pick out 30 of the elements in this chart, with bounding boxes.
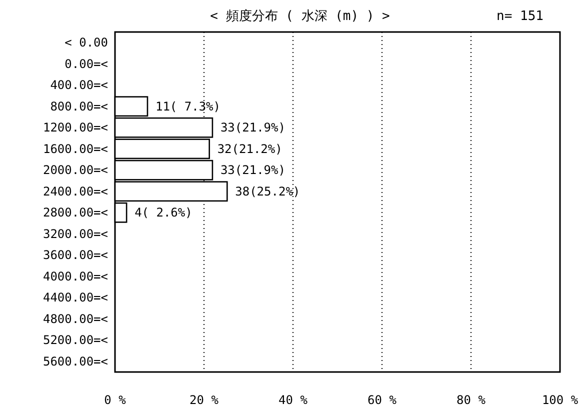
y-tick-label: 2800.00=< (42, 206, 108, 220)
data-label: 33(21.9%) (220, 120, 286, 135)
y-tick-label: < 0.00 (64, 36, 108, 50)
data-label: 38(25.2%) (235, 184, 300, 198)
x-tick-label: 20 % (190, 393, 220, 407)
y-tick-label: 4800.00=< (42, 312, 108, 326)
x-tick-label: 100 % (542, 393, 579, 407)
y-tick-label: 2000.00=< (42, 163, 108, 178)
x-tick-label: 60 % (368, 393, 398, 407)
y-tick-label: 800.00=< (50, 99, 108, 114)
data-label: 33(21.9%) (220, 163, 286, 178)
y-tick-label: 400.00=< (50, 78, 108, 92)
y-tick-label: 2400.00=< (42, 184, 108, 198)
data-label: 11( 7.3%) (155, 99, 221, 114)
y-tick-label: 3200.00=< (42, 226, 108, 241)
data-label: 32(21.2%) (217, 142, 282, 156)
y-tick-label: 1200.00=< (42, 120, 108, 135)
x-tick-label: 0 % (104, 393, 127, 407)
y-tick-label: 0.00=< (64, 56, 108, 71)
y-tick-label: 3600.00=< (42, 248, 108, 262)
x-tick-label: 40 % (278, 393, 308, 407)
x-tick-label: 80 % (456, 393, 486, 407)
data-label: 4( 2.6%) (134, 206, 192, 220)
y-tick-label: 4000.00=< (42, 269, 108, 284)
y-tick-label: 5200.00=< (42, 333, 108, 348)
chart-title: < 頻度分布 ( 水深 (m) ) > (210, 8, 390, 24)
y-tick-label: 4400.00=< (42, 290, 108, 305)
text: n= 151 (496, 9, 544, 24)
y-tick-label: 5600.00=< (42, 354, 108, 368)
y-tick-label: 1600.00=< (42, 142, 108, 156)
